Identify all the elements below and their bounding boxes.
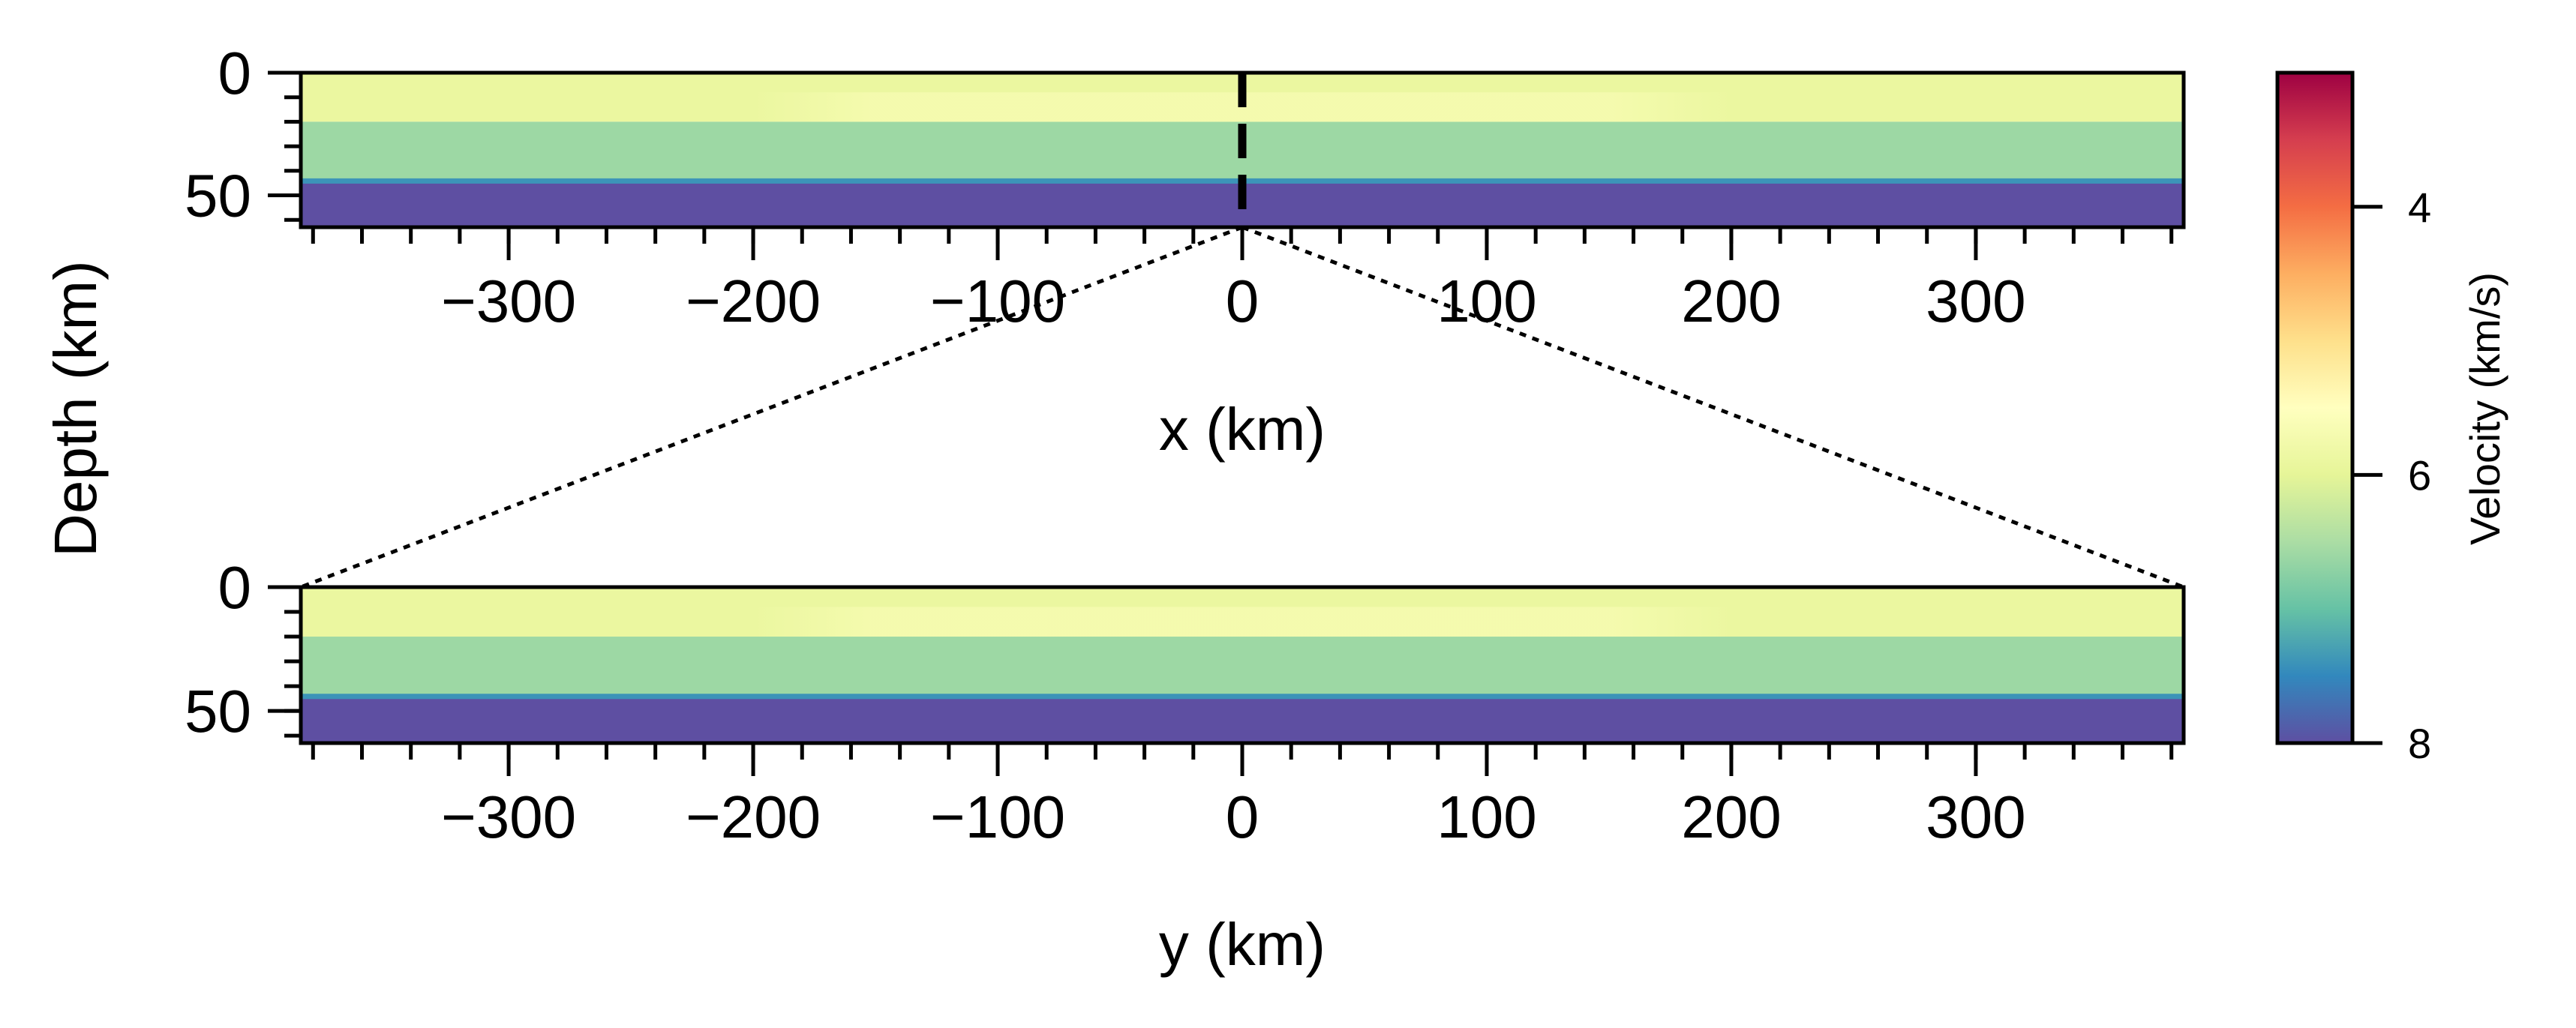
colorbar-frame [2275, 70, 2355, 745]
bottom-velocity-field [301, 587, 2184, 743]
bottom-x-tick-label: 0 [1226, 784, 1259, 850]
top-x-tick-label: −300 [441, 268, 576, 334]
top-y-axis: 0 50 [185, 40, 301, 229]
colorbar-label: Velocity (km/s) [2461, 272, 2508, 545]
bottom-x-tick-label: 200 [1681, 784, 1781, 850]
colorbar-tick-label: 4 [2408, 184, 2431, 231]
bottom-x-tick-label: −200 [686, 784, 821, 850]
top-x-tick-label: 300 [1926, 268, 2025, 334]
connector-right [1241, 225, 2184, 589]
bottom-panel: −300 −200 −100 0 100 200 300 0 50 y (km) [185, 554, 2186, 978]
top-y-tick-label: 0 [218, 40, 252, 106]
colorbar: 4 6 8 Velocity (km/s) [2275, 70, 2508, 767]
shared-y-axis-label: Depth (km) [42, 260, 109, 557]
top-panel: −300 −200 −100 0 100 200 300 0 50 x (km) [185, 40, 2186, 463]
bottom-x-tick-label: −300 [441, 784, 576, 850]
bottom-moho-transition [301, 694, 2184, 700]
top-x-tick-label: −100 [930, 268, 1065, 334]
bottom-x-tick-label: 300 [1926, 784, 2025, 850]
bottom-x-tick-label: −100 [930, 784, 1065, 850]
bottom-x-axis-label: y (km) [1159, 911, 1326, 978]
bottom-layer-1 [301, 637, 2184, 697]
bottom-y-axis: 0 50 [185, 554, 301, 745]
bottom-lateral-anomaly [753, 607, 1731, 637]
top-x-tick-label: −200 [686, 268, 821, 334]
colorbar-ticks: 4 6 8 [2352, 184, 2431, 767]
bottom-layer-2 [301, 696, 2184, 743]
bottom-y-tick-label: 0 [218, 554, 252, 621]
top-y-tick-label: 50 [185, 162, 251, 229]
top-x-tick-label: 0 [1226, 268, 1259, 334]
top-x-tick-label: 100 [1437, 268, 1536, 334]
top-x-axis: −300 −200 −100 0 100 200 300 [311, 227, 2174, 334]
bottom-y-tick-label: 50 [185, 678, 251, 745]
colorbar-tick-label: 6 [2408, 451, 2431, 499]
top-x-tick-label: 200 [1681, 268, 1781, 334]
bottom-x-tick-label: 100 [1437, 784, 1536, 850]
bottom-x-axis: −300 −200 −100 0 100 200 300 [311, 743, 2174, 850]
top-x-axis-label: x (km) [1159, 396, 1326, 463]
colorbar-gradient [2277, 73, 2352, 743]
zoom-connector-lines [300, 225, 2184, 589]
colorbar-tick-label: 8 [2408, 720, 2431, 767]
connector-left [300, 225, 1243, 589]
